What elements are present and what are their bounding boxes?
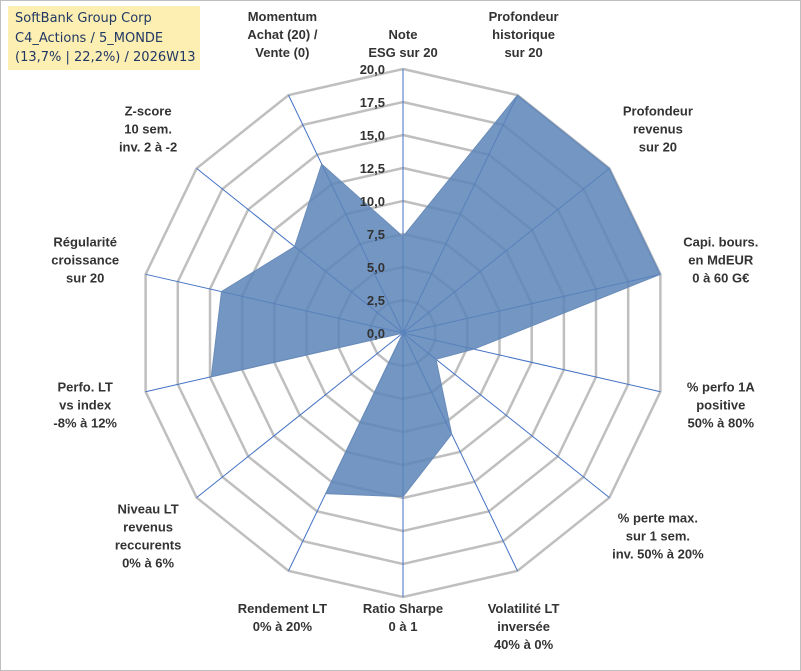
axis-label-2-line-2: sur 20 xyxy=(639,140,677,155)
axis-label-10: Perfo. LT vs index -8% à 12% xyxy=(53,380,117,431)
axis-label-9-line-2: reccurents xyxy=(115,537,181,552)
axis-label-10-line-1: vs index xyxy=(59,398,112,413)
axis-label-3: Capi. bours. en MdEUR 0 à 60 G€ xyxy=(683,235,758,286)
axis-label-6: Volatilité LT inversée 40% à 0% xyxy=(488,601,560,652)
axis-label-0-line-1: ESG sur 20 xyxy=(368,45,437,60)
title-category: C4_Actions / 5_MONDE xyxy=(15,30,164,46)
axis-label-0: Note ESG sur 20 xyxy=(368,27,437,60)
axis-label-6-line-2: 40% à 0% xyxy=(494,637,554,652)
axis-label-3-line-1: en MdEUR xyxy=(688,253,754,268)
tick-label-3: 7,5 xyxy=(367,227,385,242)
axis-label-8-line-1: 0% à 20% xyxy=(253,619,313,634)
axis-label-2-line-1: revenus xyxy=(633,122,683,137)
axis-label-7-line-0: Ratio Sharpe xyxy=(363,601,443,616)
tick-layer: 0,0 2,5 5,0 7,5 10,0 12,5 15,0 17,5 20,0 xyxy=(360,62,385,341)
tick-label-2: 5,0 xyxy=(367,260,385,275)
axis-label-9-line-3: 0% à 6% xyxy=(122,555,174,570)
axis-label-1: Profondeur historique sur 20 xyxy=(489,9,559,60)
axis-label-2-line-0: Profondeur xyxy=(623,104,693,119)
title-stats: (13,7% | 22,2%) / 2026W13 xyxy=(15,50,196,65)
tick-label-1: 2,5 xyxy=(367,293,385,308)
axis-label-13: Momentum Achat (20) / Vente (0) xyxy=(247,9,317,60)
axis-label-12-line-1: 10 sem. xyxy=(124,122,172,137)
series-layer xyxy=(210,94,662,498)
axis-label-8: Rendement LT 0% à 20% xyxy=(238,601,327,634)
axis-label-7: Ratio Sharpe 0 à 1 xyxy=(363,601,443,634)
axis-label-9-line-1: revenus xyxy=(123,519,173,534)
series-area xyxy=(210,94,662,498)
axis-label-4-line-2: 50% à 80% xyxy=(688,416,755,431)
axis-label-12: Z-score 10 sem. inv. 2 à -2 xyxy=(119,104,177,155)
tick-label-5: 12,5 xyxy=(360,161,385,176)
tick-label-6: 15,0 xyxy=(360,128,385,143)
axis-label-4-line-1: positive xyxy=(696,398,745,413)
axis-label-0-line-0: Note xyxy=(389,27,418,42)
tick-label-7: 17,5 xyxy=(360,95,385,110)
axis-label-5-line-2: inv. 50% à 20% xyxy=(612,546,704,561)
axis-label-11-line-2: sur 20 xyxy=(66,271,104,286)
axis-label-3-line-0: Capi. bours. xyxy=(683,235,758,250)
axis-label-6-line-1: inversée xyxy=(497,619,550,634)
axis-label-2: Profondeur revenus sur 20 xyxy=(623,104,693,155)
axis-label-5: % perte max. sur 1 sem. inv. 50% à 20% xyxy=(612,510,704,561)
tick-label-0: 0,0 xyxy=(367,326,385,341)
axis-label-12-line-0: Z-score xyxy=(125,104,172,119)
spoke-5 xyxy=(402,332,610,498)
axis-label-11-line-0: Régularité xyxy=(53,235,117,250)
axis-label-6-line-0: Volatilité LT xyxy=(488,601,560,616)
axis-label-11-line-1: croissance xyxy=(51,253,119,268)
axis-label-4-line-0: % perfo 1A xyxy=(687,380,756,395)
axis-label-13-line-2: Vente (0) xyxy=(255,45,309,60)
label-layer: Note ESG sur 20 Profondeur historique sur 20… xyxy=(51,9,758,652)
axis-label-1-line-1: historique xyxy=(492,27,555,42)
axis-label-8-line-0: Rendement LT xyxy=(238,601,327,616)
tick-label-4: 10,0 xyxy=(360,194,385,209)
axis-label-13-line-1: Achat (20) / xyxy=(247,27,317,42)
axis-label-4: % perfo 1A positive 50% à 80% xyxy=(687,380,756,431)
axis-label-10-line-0: Perfo. LT xyxy=(58,380,113,395)
axis-label-11: Régularité croissance sur 20 xyxy=(51,235,119,286)
axis-label-3-line-2: 0 à 60 G€ xyxy=(692,271,749,286)
spoke-9 xyxy=(196,332,404,498)
title-box: SoftBank Group Corp C4_Actions / 5_MONDE… xyxy=(8,6,200,70)
axis-label-13-line-0: Momentum xyxy=(248,9,317,24)
title-company: SoftBank Group Corp xyxy=(15,11,152,26)
axis-label-12-line-2: inv. 2 à -2 xyxy=(119,140,177,155)
axis-label-5-line-1: sur 1 sem. xyxy=(626,528,690,543)
axis-label-1-line-2: sur 20 xyxy=(504,45,542,60)
axis-label-9-line-0: Niveau LT xyxy=(118,501,179,516)
tick-label-8: 20,0 xyxy=(360,62,385,77)
axis-label-1-line-0: Profondeur xyxy=(489,9,559,24)
axis-label-7-line-1: 0 à 1 xyxy=(389,619,418,634)
axis-label-5-line-0: % perte max. xyxy=(618,510,698,525)
axis-label-9: Niveau LT revenus reccurents 0% à 6% xyxy=(115,501,181,570)
axis-label-10-line-2: -8% à 12% xyxy=(53,416,117,431)
